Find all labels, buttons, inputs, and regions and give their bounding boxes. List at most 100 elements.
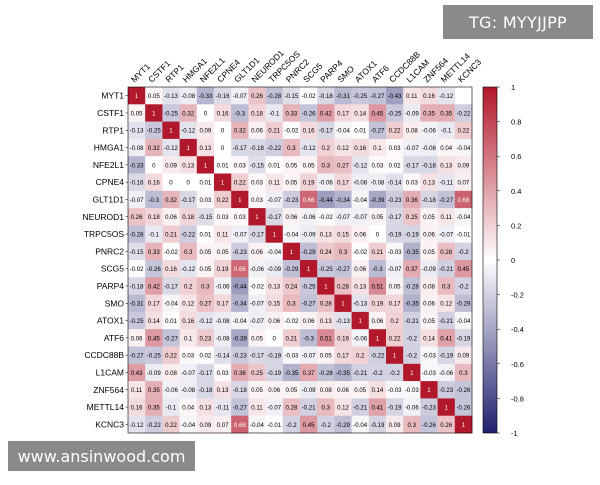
cell-value-label: -0.07 xyxy=(405,145,420,152)
heatmap-cell xyxy=(420,415,438,434)
heatmap-cell xyxy=(386,173,404,192)
heatmap-cell xyxy=(386,104,404,122)
heatmap-cell xyxy=(248,415,266,434)
cell-value-label: -0.25 xyxy=(353,93,368,100)
cell-value-label: 0.02 xyxy=(389,162,401,169)
cell-value-label: 0.13 xyxy=(440,162,452,169)
heatmap-cell xyxy=(300,415,318,434)
heatmap-cell xyxy=(282,242,301,261)
cell-value-label: -0.35 xyxy=(405,301,420,308)
heatmap-cell xyxy=(351,225,370,243)
heatmap-cell xyxy=(454,363,473,382)
cell-value-label: 0.09 xyxy=(457,353,469,360)
cell-value-label: 0.35 xyxy=(148,387,160,394)
heatmap-cell xyxy=(282,225,301,243)
heatmap-cell xyxy=(300,121,318,140)
cell-value-label: -0.17 xyxy=(388,214,403,221)
heatmap-cell xyxy=(128,225,146,243)
heatmap-cell xyxy=(454,329,473,347)
cell-value-label: 0.16 xyxy=(148,180,160,187)
heatmap-cell xyxy=(265,190,284,209)
cell-value-label: 0.19 xyxy=(217,266,229,273)
heatmap-cell xyxy=(351,87,370,105)
heatmap-cell xyxy=(145,208,163,226)
cell-value-label: -0.02 xyxy=(353,249,368,256)
row-label: RTP1 xyxy=(102,125,124,135)
cell-value-label: 1 xyxy=(255,214,259,221)
heatmap-cell xyxy=(317,294,335,313)
cell-value-label: -0.19 xyxy=(388,404,403,411)
heatmap-cell xyxy=(145,121,163,140)
heatmap-cell xyxy=(179,311,198,330)
heatmap-cell xyxy=(179,260,198,278)
heatmap-cell xyxy=(334,104,352,122)
heatmap-cell xyxy=(248,225,266,243)
cell-value-label: -0.25 xyxy=(302,283,317,290)
heatmap-cell xyxy=(454,346,473,365)
heatmap-cell xyxy=(248,329,266,347)
cell-value-label: -0.17 xyxy=(164,283,179,290)
cell-value-label: 0.06 xyxy=(285,214,297,221)
heatmap-cell xyxy=(162,225,180,243)
heatmap-cell xyxy=(420,363,438,382)
heatmap-cell xyxy=(282,190,301,209)
cell-value-label: 0.35 xyxy=(423,110,435,117)
cell-value-label: -0.28 xyxy=(267,93,282,100)
cell-value-label: 0.37 xyxy=(303,370,315,377)
cell-value-label: -0.08 xyxy=(181,93,196,100)
cell-value-label: -0.26 xyxy=(147,266,162,273)
heatmap-cell xyxy=(248,190,266,209)
heatmap-cell xyxy=(386,138,404,157)
heatmap-cell xyxy=(179,346,198,365)
heatmap-cell xyxy=(196,363,215,382)
heatmap-cell xyxy=(403,346,421,365)
cell-value-label: 0.02 xyxy=(199,353,211,360)
heatmap-cell xyxy=(231,225,249,243)
cell-value-label: -0.04 xyxy=(267,249,282,256)
cell-value-label: -0.11 xyxy=(216,404,230,411)
heatmap-cell xyxy=(420,104,438,122)
cell-value-label: 0.2 xyxy=(184,283,193,290)
cell-value-label: 0.17 xyxy=(337,180,349,187)
heatmap-cell xyxy=(128,190,146,209)
heatmap-cell xyxy=(351,294,370,313)
cell-value-label: 0.19 xyxy=(303,180,315,187)
heatmap-cell xyxy=(437,415,456,434)
cell-value-label: 0.05 xyxy=(131,110,143,117)
heatmap-cell xyxy=(368,208,387,226)
row-label: L1CAM xyxy=(96,367,124,377)
cell-value-label: -0.23 xyxy=(233,249,248,256)
heatmap-cell xyxy=(248,208,266,226)
heatmap-cell xyxy=(196,398,215,416)
cell-value-label: 0.06 xyxy=(354,231,366,238)
cell-value-label: 1 xyxy=(341,301,345,308)
heatmap-cell xyxy=(162,381,180,399)
heatmap-cell xyxy=(231,260,249,278)
heatmap-cell xyxy=(334,173,352,192)
cell-value-label: -0.2 xyxy=(407,335,418,342)
row-label: PARP4 xyxy=(97,281,125,291)
heatmap-cell xyxy=(196,277,215,295)
cell-value-label: 0.18 xyxy=(148,214,160,221)
cell-value-label: -0.03 xyxy=(284,353,299,360)
cell-value-label: -0.26 xyxy=(456,387,471,394)
cell-value-label: 0.12 xyxy=(337,145,349,152)
cell-value-label: 0.51 xyxy=(371,283,383,290)
heatmap-cell xyxy=(265,294,284,313)
heatmap-cell xyxy=(162,311,180,330)
heatmap-cell xyxy=(403,398,421,416)
row-label: NEUROD1 xyxy=(82,212,124,222)
color-bar-tick-label: 0.6 xyxy=(511,152,521,161)
cell-value-label: 0.05 xyxy=(148,93,160,100)
cell-value-label: -0.07 xyxy=(302,353,317,360)
heatmap-cell xyxy=(368,346,387,365)
heatmap-cell xyxy=(196,225,215,243)
heatmap-cell xyxy=(196,242,215,261)
heatmap-cell xyxy=(420,138,438,157)
heatmap-cell xyxy=(437,190,456,209)
cell-value-label: -0.17 xyxy=(405,162,420,169)
cell-value-label: -0.29 xyxy=(302,249,317,256)
row-label: ZNF564 xyxy=(93,385,124,395)
cell-value-label: -0.2 xyxy=(389,370,400,377)
